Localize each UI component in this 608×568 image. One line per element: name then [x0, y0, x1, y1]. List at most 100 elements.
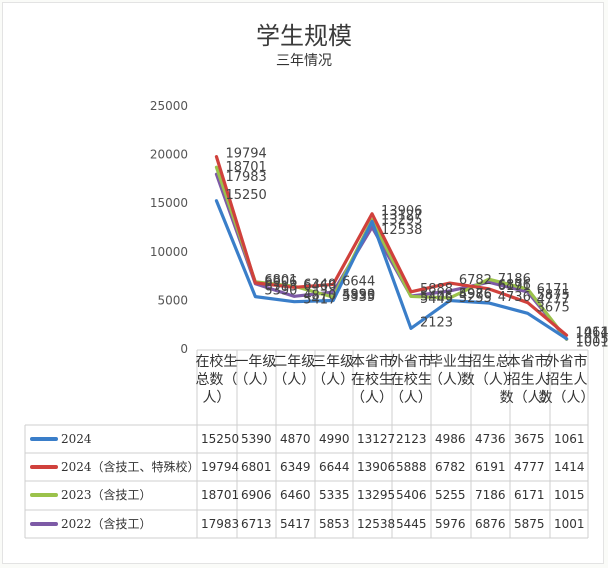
data-label: 4986: [459, 288, 492, 303]
data-label: 6801: [264, 273, 297, 288]
table-cell: 4870: [280, 432, 311, 446]
y-tick-label: 25000: [150, 99, 188, 113]
table-cell: 5888: [396, 460, 427, 474]
data-label: 5406: [420, 289, 453, 304]
data-labels: 15250 5390 4870 4990 13127 2123 4986 4736 3675 10…: [225, 147, 608, 351]
table-cell: 3675: [514, 432, 545, 446]
table-cell: 6460: [280, 488, 311, 502]
table-cell: 1001: [554, 517, 585, 531]
table-cell: 17983: [201, 517, 239, 531]
data-label: 1061: [576, 326, 608, 341]
data-label: 6460: [303, 279, 336, 294]
table-cell: 4990: [319, 432, 350, 446]
category-label: 二年级（人）: [273, 354, 315, 388]
data-label: 7186: [498, 272, 531, 287]
table-cell: 5335: [319, 488, 350, 502]
table-cell: 6876: [475, 517, 506, 531]
data-label: 12538: [381, 223, 422, 238]
table-cell: 5445: [396, 517, 427, 531]
data-label: 6644: [342, 274, 375, 289]
table-cell: 6713: [241, 517, 272, 531]
data-label: 6349: [303, 277, 336, 292]
y-tick-label: 0: [180, 342, 188, 356]
data-label: 6782: [459, 273, 492, 288]
y-tick-label: 5000: [157, 293, 188, 307]
data-label: 13127: [381, 208, 422, 223]
data-label: 19794: [225, 147, 266, 162]
data-label: 3675: [537, 300, 570, 315]
table-cell: 18701: [201, 488, 239, 502]
data-label: 2123: [420, 315, 453, 330]
category-label: 在校生总数（人）: [195, 353, 237, 406]
data-label: 4777: [537, 293, 570, 308]
category-label: 一年级（人）: [234, 354, 276, 388]
chart-subtitle: 三年情况: [276, 53, 332, 69]
table-cell: 15250: [201, 432, 239, 446]
data-label: 5875: [537, 288, 570, 303]
data-label: 17983: [225, 170, 266, 185]
table-cell: 19794: [201, 460, 239, 474]
table-cell: 1015: [554, 488, 585, 502]
table-cell: 5976: [435, 517, 466, 531]
y-tick-label: 20000: [150, 148, 188, 162]
data-label: 13906: [381, 204, 422, 219]
data-label: 4736: [498, 290, 531, 305]
table-cell: 5406: [396, 488, 427, 502]
data-label: 5335: [342, 290, 375, 305]
table-cell: 13906: [357, 460, 395, 474]
category-label: 本省市在校生（人）: [351, 353, 393, 406]
chart-title: 学生规模: [256, 22, 352, 50]
data-label: 5888: [420, 282, 453, 297]
data-label: 6171: [537, 282, 570, 297]
table-cell: 7186: [475, 488, 506, 502]
table-cell: 5390: [241, 432, 272, 446]
category-label: 外省市招生人数（人）: [539, 353, 595, 406]
data-label: 5976: [459, 287, 492, 302]
table-cell: 6782: [435, 460, 466, 474]
data-label: 1015: [576, 332, 608, 347]
table-cell: 13127: [357, 432, 395, 446]
category-label: 毕业生（人）: [429, 354, 471, 388]
table-cell: 5255: [435, 488, 466, 502]
series-lines: [214, 155, 569, 341]
table-cell: 4736: [475, 432, 506, 446]
series-line: [214, 155, 569, 337]
category-label: 本省市招生人数（人）: [500, 353, 556, 406]
category-label: 外省市在校生（人）: [390, 353, 432, 406]
data-label: 6191: [498, 279, 531, 294]
data-table: 在校生总数（人）一年级（人）二年级（人）三年级（人）本省市在校生（人）外省市在校…: [24, 349, 595, 539]
series-line: [214, 199, 569, 341]
category-label: 三年级（人）: [312, 354, 354, 388]
data-label: 15250: [225, 188, 266, 203]
table-cell: 1414: [554, 460, 585, 474]
category-label: 招生总数（人）: [461, 354, 517, 388]
data-label: 4870: [303, 289, 336, 304]
table-cell: 1061: [554, 432, 585, 446]
data-label: 5390: [264, 284, 297, 299]
table-cell: 6906: [241, 488, 272, 502]
data-label: 18701: [225, 160, 266, 175]
y-tick-label: 10000: [150, 245, 188, 259]
table-cell: 6349: [280, 460, 311, 474]
data-label: 5417: [303, 292, 336, 307]
table-cell: 4986: [435, 432, 466, 446]
table-cell: 13295: [357, 488, 395, 502]
series-name: 2022（含技工）: [61, 516, 152, 531]
data-label: 1414: [576, 325, 608, 340]
table-cell: 12538: [357, 517, 395, 531]
data-label: 5445: [420, 292, 453, 307]
data-label: 13295: [381, 213, 422, 228]
table-cell: 6801: [241, 460, 272, 474]
table-cell: 4777: [514, 460, 545, 474]
series-name: 2024: [61, 432, 92, 446]
table-cell: 5853: [319, 517, 350, 531]
table-cell: 5875: [514, 517, 545, 531]
data-label: 1001: [576, 335, 608, 350]
series-name: 2023（含技工）: [61, 487, 152, 502]
series-name: 2024（含技工、特殊校）: [61, 459, 200, 474]
table-cell: 6191: [475, 460, 506, 474]
y-tick-label: 15000: [150, 196, 188, 210]
data-label: 5255: [459, 291, 492, 306]
data-label: 6713: [264, 280, 297, 295]
